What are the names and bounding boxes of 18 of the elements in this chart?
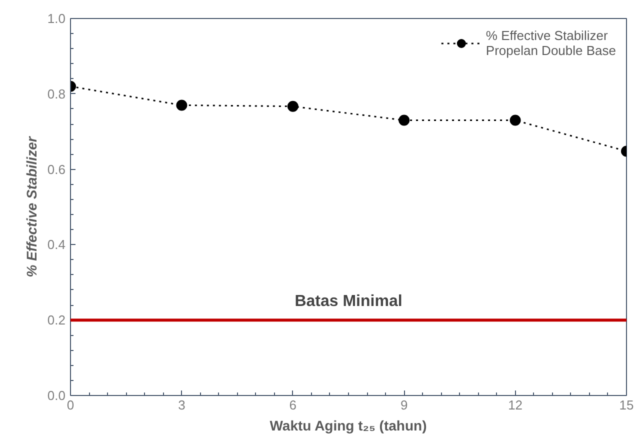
x-tick-label: 3 — [178, 398, 186, 412]
point — [287, 100, 298, 112]
x-tick-label: 9 — [400, 398, 408, 412]
x-tick-label: 15 — [619, 398, 634, 412]
ref-line-label: Batas Minimal — [294, 293, 402, 310]
x-tick-label: 0 — [66, 398, 74, 412]
y-tick-label: 0.8 — [47, 86, 66, 102]
y-tick-label: 0.0 — [47, 388, 66, 403]
x-tick-label: 12 — [508, 398, 523, 412]
y-tick-label: 0.2 — [47, 312, 66, 328]
point — [398, 114, 410, 126]
x-axis-title: Waktu Aging t₂₅ (tahun) — [270, 418, 427, 434]
y-tick-label: 0.4 — [47, 237, 66, 252]
y-tick-label: 1.0 — [47, 11, 66, 26]
y-axis-title: % Effective Stabilizer — [23, 135, 40, 278]
legend-label: % Effective Stabilizer Propelan Double Base — [486, 28, 616, 58]
x-tick-label: 6 — [289, 398, 297, 412]
y-tick-label: 0.6 — [47, 162, 66, 177]
